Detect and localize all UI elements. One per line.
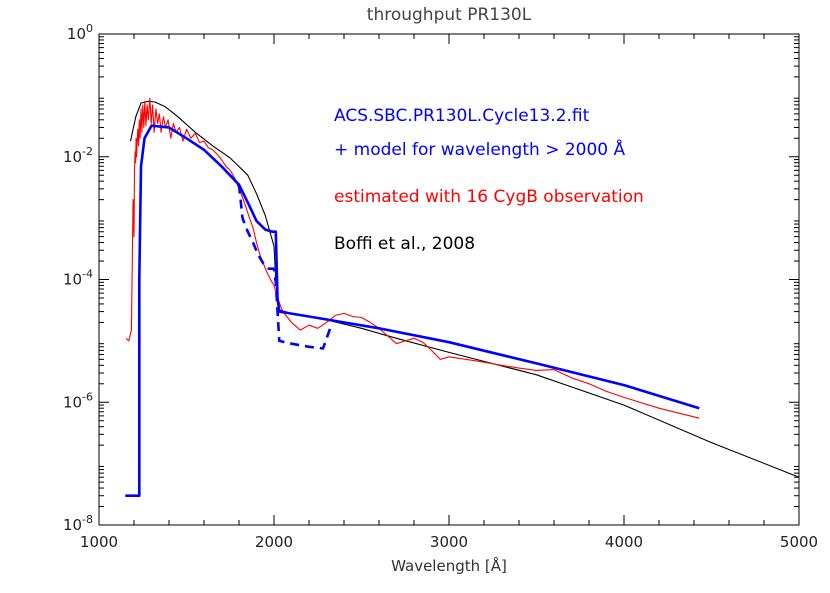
annotation-model: + model for wavelength > 2000 Å [334, 138, 626, 160]
y-axis: 10-8 10-6 10-4 10-2 100 [63, 22, 799, 534]
y-tick-label: 10-8 [63, 513, 93, 534]
x-tick-label: 4000 [605, 533, 643, 551]
series-layer [125, 97, 800, 498]
series-boffi-2008 [129, 100, 800, 478]
annotation-estimated: estimated with 16 CygB observation [334, 187, 644, 207]
y-tick-label: 100 [67, 22, 93, 43]
x-tick-label: 3000 [430, 533, 468, 551]
series-fit-dashed [237, 184, 334, 350]
x-tick-label: 1000 [80, 533, 118, 551]
x-axis-label: Wavelength [Å] [391, 556, 507, 575]
chart-title: throughput PR130L [367, 5, 532, 25]
annotation-fit: ACS.SBC.PR130L.Cycle13.2.fit [334, 106, 590, 126]
y-tick-label: 10-2 [63, 145, 93, 166]
series-fit-model [125, 124, 700, 498]
x-tick-label: 5000 [780, 533, 818, 551]
series-16cygb-estimate [125, 97, 700, 419]
y-tick-label: 10-4 [63, 268, 93, 289]
y-tick-label: 10-6 [63, 390, 93, 411]
x-axis: 1000 2000 3000 4000 5000 [80, 34, 818, 551]
annotation-boffi: Boffi et al., 2008 [334, 234, 475, 254]
x-tick-label: 2000 [255, 533, 293, 551]
